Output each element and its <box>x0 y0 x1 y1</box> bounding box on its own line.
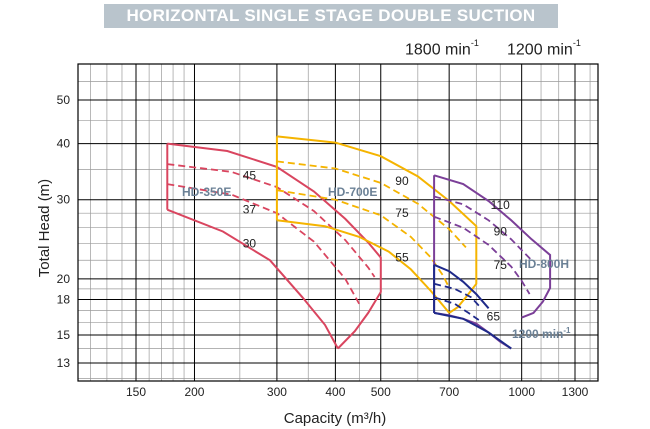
impeller-curve <box>433 296 480 321</box>
x-axis-title-text: Capacity (m³/h) <box>284 410 387 427</box>
y-tick-label: 30 <box>57 193 71 207</box>
speed-1200-exponent: -1 <box>572 38 581 48</box>
impeller-diameter-label: 75 <box>494 258 508 272</box>
curve-labels: 45 37 30 90 75 55 110 90 75 65 <box>243 168 510 323</box>
impeller-diameter-label: 110 <box>491 198 510 212</box>
x-tick-label: 700 <box>439 385 459 399</box>
impeller-diameter-label: 45 <box>243 168 257 182</box>
model-label-hd-800h: HD-800H <box>519 257 569 271</box>
y-axis-title-text: Total Head (m) <box>36 179 53 277</box>
y-tick-label: 50 <box>57 93 71 107</box>
chart-title-banner: HORIZONTAL SINGLE STAGE DOUBLE SUCTION <box>104 4 558 28</box>
y-tick-label: 18 <box>57 292 71 306</box>
impeller-diameter-label: 65 <box>487 309 501 323</box>
model-envelope-curve <box>433 174 552 319</box>
model-label-hd-700e: HD-700E <box>328 185 377 199</box>
impeller-curve <box>167 183 361 305</box>
y-tick-label: 13 <box>57 356 71 370</box>
x-tick-label: 1300 <box>562 385 589 399</box>
impeller-diameter-label: 90 <box>395 174 409 188</box>
model-lower-boundary <box>433 311 512 350</box>
plot-frame <box>77 63 599 382</box>
impeller-diameter-label: 90 <box>494 224 508 238</box>
impeller-curve <box>433 215 531 295</box>
model-envelope-curve <box>276 135 478 314</box>
x-tick-label: 1000 <box>508 385 535 399</box>
x-tick-label: 150 <box>126 385 146 399</box>
impeller-curve <box>276 160 467 249</box>
model-lower-boundary <box>166 208 339 349</box>
impeller-curve <box>433 195 533 261</box>
grid <box>77 63 599 382</box>
impeller-curve <box>433 282 482 309</box>
model-label-hd-700e-text: HD-700E <box>328 185 377 199</box>
speed-1800-exponent: -1 <box>470 38 479 48</box>
x-tick-label: 400 <box>325 385 345 399</box>
impeller-diameter-label: 37 <box>243 203 257 217</box>
performance-curves <box>166 135 552 350</box>
y-tick-label: 40 <box>57 137 71 151</box>
axis-ticks: 150 200 300 400 500 700 1000 1300 13 15 18 20 30 40 50 <box>57 93 589 399</box>
speed-1200-curve-label-sup: -1 <box>563 326 571 335</box>
x-tick-label: 500 <box>371 385 391 399</box>
impeller-diameter-label: 75 <box>395 206 409 220</box>
x-tick-label: 300 <box>267 385 287 399</box>
y-tick-label: 15 <box>57 328 71 342</box>
speed-1200-label: 1200 min-1 <box>507 38 581 59</box>
model-envelope-curve <box>433 263 490 309</box>
model-lower-boundary <box>276 219 450 314</box>
x-tick-label: 200 <box>184 385 204 399</box>
speed-1200-curve-label: 1200 min-1 <box>512 326 571 341</box>
model-label-hd-800h-text: HD-800H <box>519 257 569 271</box>
speed-1800-value: 1800 min <box>405 41 471 59</box>
model-label-hd-350e-text: HD-350E <box>182 185 231 199</box>
impeller-diameter-label: 30 <box>243 236 257 250</box>
model-envelope-curve <box>167 142 382 350</box>
speed-1200-value: 1200 min <box>507 41 573 59</box>
speed-1800-label: 1800 min-1 <box>405 38 479 59</box>
y-tick-label: 20 <box>57 272 71 286</box>
speed-1200-curve-label-text: 1200 min <box>512 327 563 341</box>
impeller-curve <box>276 189 451 289</box>
impeller-diameter-label: 55 <box>395 251 409 265</box>
y-axis-title: Total Head (m) <box>36 179 53 277</box>
x-axis-title: Capacity (m³/h) <box>284 410 387 427</box>
model-label-hd-350e: HD-350E <box>182 185 231 199</box>
impeller-curve <box>167 163 376 278</box>
